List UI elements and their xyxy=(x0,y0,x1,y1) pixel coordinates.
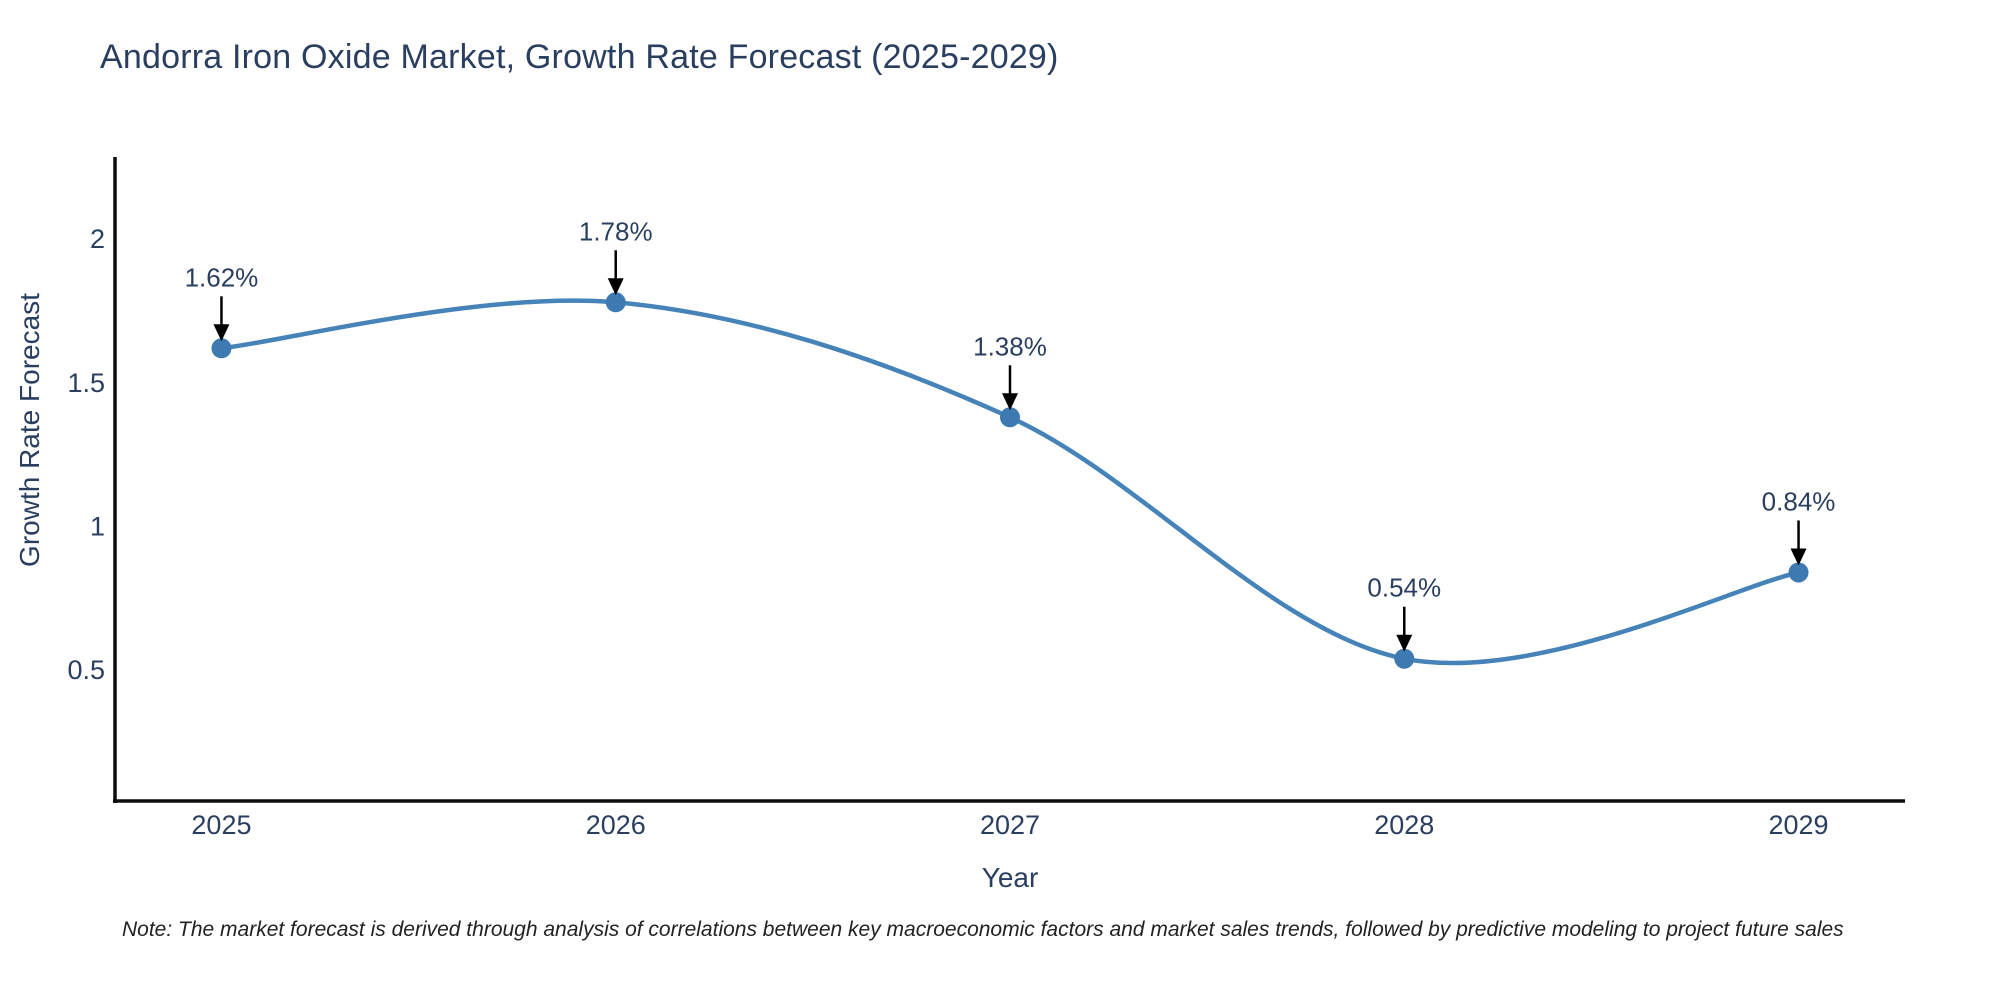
x-tick-label: 2027 xyxy=(980,810,1040,840)
data-point-label: 1.62% xyxy=(185,262,259,292)
data-point-marker xyxy=(1788,562,1809,583)
annotation-arrowhead xyxy=(1396,634,1413,652)
data-point-marker xyxy=(211,338,232,359)
x-tick-label: 2028 xyxy=(1374,810,1434,840)
data-point-label: 1.38% xyxy=(973,331,1047,361)
data-point-marker xyxy=(605,292,626,313)
y-axis-title: Growth Rate Forecast xyxy=(14,293,45,567)
data-point-marker xyxy=(1394,648,1415,669)
x-tick-label: 2025 xyxy=(191,810,251,840)
data-point-label: 1.78% xyxy=(579,216,653,246)
annotation-arrowhead xyxy=(213,324,230,342)
data-point-marker xyxy=(1000,407,1020,428)
footnote: Note: The market forecast is derived thr… xyxy=(122,918,1844,941)
y-tick-label: 1.5 xyxy=(67,368,105,398)
y-tick-label: 1 xyxy=(90,511,105,541)
annotation-arrowhead xyxy=(1002,393,1018,411)
y-tick-label: 0.5 xyxy=(67,655,105,685)
data-point-label: 0.84% xyxy=(1762,486,1836,516)
data-point-label: 0.54% xyxy=(1367,573,1441,603)
chart-title: Andorra Iron Oxide Market, Growth Rate F… xyxy=(100,38,1059,76)
annotation-arrowhead xyxy=(607,278,624,296)
y-tick-label: 2 xyxy=(90,224,105,254)
x-axis-title: Year xyxy=(981,862,1039,893)
annotation-arrowhead xyxy=(1790,548,1807,566)
x-tick-label: 2026 xyxy=(586,810,646,840)
x-tick-label: 2029 xyxy=(1769,810,1829,840)
